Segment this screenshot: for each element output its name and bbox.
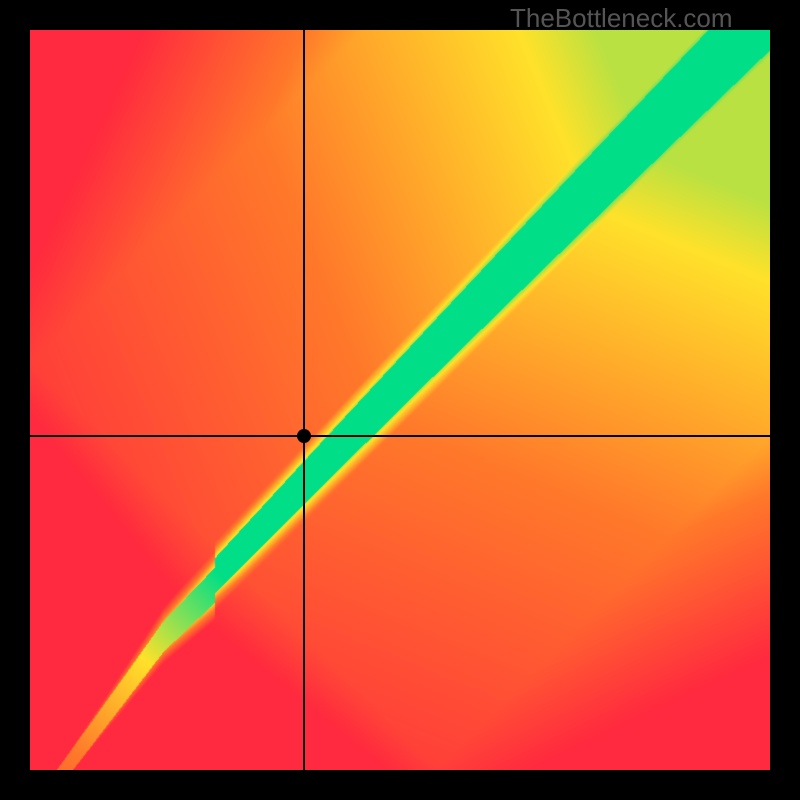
chart-frame [0,0,800,800]
chart-container: TheBottleneck.com [0,0,800,800]
crosshair-vertical [303,30,305,770]
crosshair-horizontal [30,435,770,437]
watermark-text: TheBottleneck.com [510,3,733,34]
crosshair-point [297,429,311,443]
